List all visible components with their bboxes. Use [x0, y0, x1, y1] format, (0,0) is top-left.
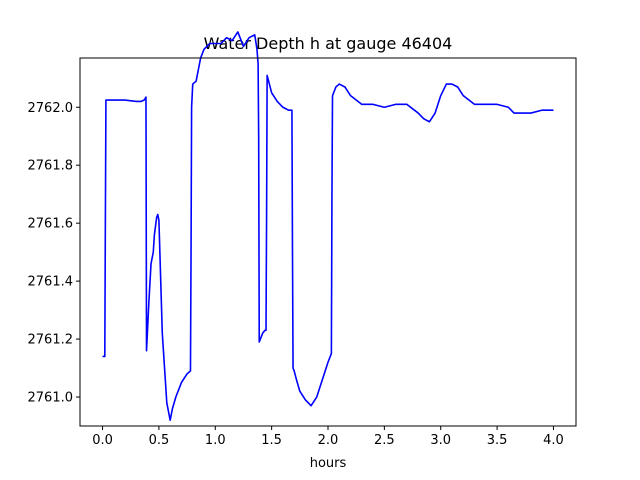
y-tick-label: 2761.8: [28, 159, 74, 174]
x-axis: 0.0 0.5 1.0 1.5 2.0 2.5 3.0 3.5 4.0: [92, 426, 564, 448]
y-axis: 2761.0 2761.2 2761.4 2761.6 2761.8 2762.0: [28, 101, 80, 406]
y-tick-label: 2761.2: [28, 333, 74, 348]
x-tick-label: 2.0: [318, 433, 339, 448]
x-tick-label: 1.5: [261, 433, 282, 448]
series-line-0: [102, 31, 554, 422]
x-tick-label: 4.0: [543, 433, 564, 448]
x-axis-label: hours: [310, 456, 347, 471]
x-tick-label: 3.0: [430, 433, 451, 448]
x-tick-label: 0.5: [149, 433, 170, 448]
y-tick-label: 2761.0: [28, 391, 74, 406]
y-tick-label: 2762.0: [28, 101, 74, 116]
x-tick-label: 3.5: [487, 433, 508, 448]
chart-title: Water Depth h at gauge 46404: [204, 34, 453, 53]
y-tick-label: 2761.4: [28, 275, 74, 290]
y-tick-label: 2761.6: [28, 217, 74, 232]
x-tick-label: 2.5: [374, 433, 395, 448]
x-tick-label: 1.0: [205, 433, 226, 448]
x-tick-label: 0.0: [92, 433, 113, 448]
plot-layer: [102, 31, 554, 422]
